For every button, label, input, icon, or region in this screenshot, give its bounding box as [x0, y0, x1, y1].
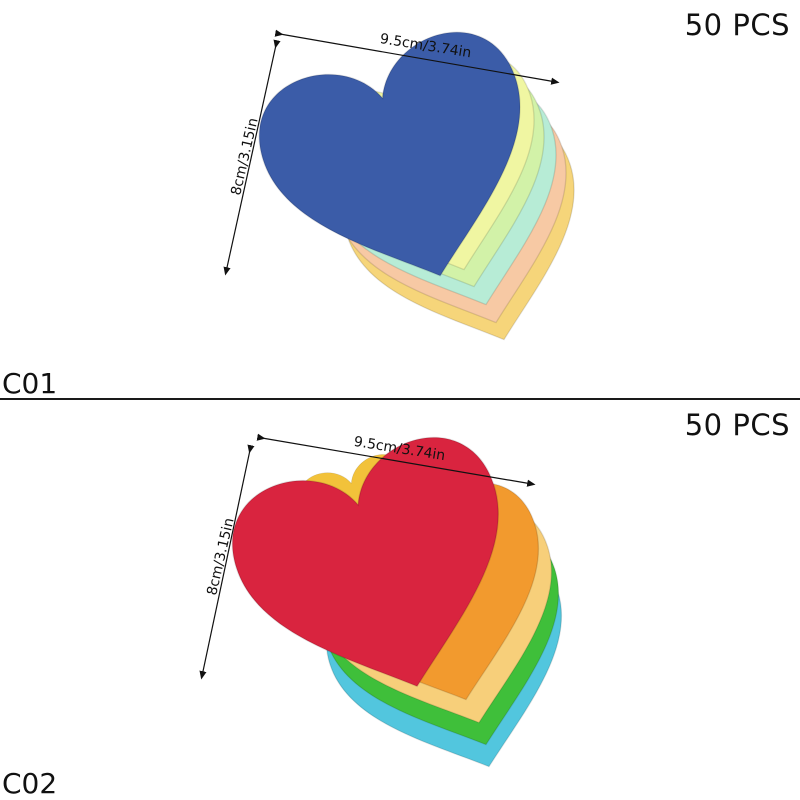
variant-code: C02 [2, 767, 58, 800]
variant-panel-c01: 9.5cm/3.74in 8cm/3.15in 50 PCS C01 [2, 8, 790, 400]
product-photo-c02: 9.5cm/3.74in 8cm/3.15in [199, 419, 604, 800]
quantity-label: 50 PCS [684, 8, 790, 42]
heart-stack-c02 [214, 419, 604, 800]
heart-stack-c01 [241, 14, 617, 377]
product-photo-c01: 9.5cm/3.74in 8cm/3.15in [223, 14, 617, 377]
height-label: 8cm/3.15in [204, 516, 237, 596]
variant-code: C01 [2, 367, 58, 400]
panel-divider [0, 398, 800, 400]
height-label: 8cm/3.15in [228, 116, 261, 196]
variant-panel-c02: 9.5cm/3.74in 8cm/3.15in 50 PCS C02 [0, 400, 800, 800]
quantity-label: 50 PCS [684, 408, 790, 442]
